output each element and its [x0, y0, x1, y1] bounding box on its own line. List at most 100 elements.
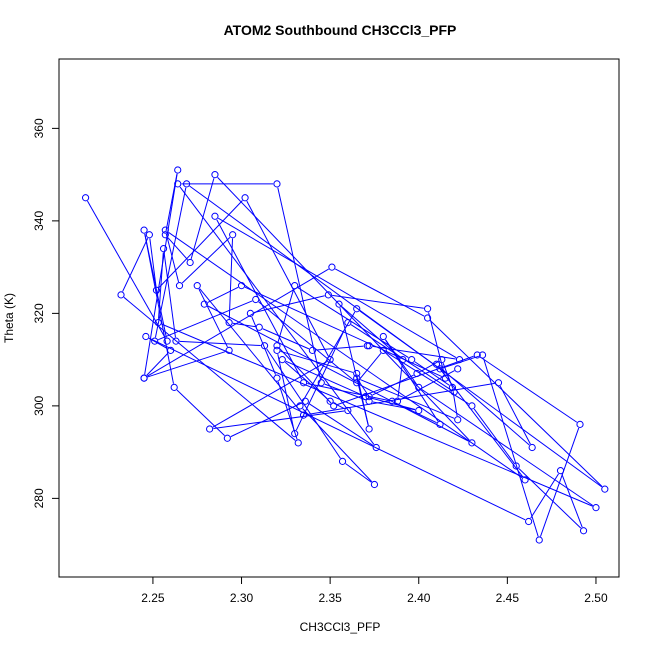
- series-line-segment: [414, 361, 450, 386]
- series-line-segment: [369, 397, 416, 411]
- series-line-segment: [154, 187, 187, 338]
- data-point: [424, 305, 432, 313]
- series-line-segment: [165, 233, 180, 283]
- data-point: [237, 282, 246, 290]
- data-point: [408, 356, 416, 364]
- series-line-segment: [360, 379, 455, 419]
- data-point: [473, 351, 481, 359]
- series-line-segment: [428, 312, 445, 375]
- series-line-segment: [297, 287, 409, 359]
- series-line-segment: [146, 352, 169, 376]
- data-point: [299, 379, 308, 387]
- data-point: [296, 402, 304, 410]
- data-point: [468, 402, 476, 410]
- series-line-segment: [438, 366, 524, 478]
- series-line-segment: [372, 374, 414, 396]
- x-tick-label: 2.35: [318, 591, 342, 605]
- series-line-segment: [258, 301, 355, 381]
- data-point: [225, 319, 233, 327]
- data-point: [241, 194, 249, 202]
- data-point: [379, 332, 387, 341]
- data-point: [273, 180, 281, 188]
- series-line-segment: [161, 323, 593, 507]
- series-line-segment: [213, 410, 345, 429]
- data-point: [370, 480, 379, 489]
- data-point: [174, 166, 182, 174]
- x-axis-label: CH3CCl3_PFP: [300, 620, 381, 634]
- data-point: [299, 411, 308, 419]
- data-point: [152, 286, 161, 294]
- data-point: [353, 305, 361, 313]
- data-point: [468, 439, 476, 447]
- data-point: [81, 194, 90, 202]
- series-line-segment: [149, 238, 157, 287]
- series-line-segment: [246, 200, 329, 357]
- data-point: [365, 342, 373, 350]
- data-point: [512, 462, 520, 470]
- y-tick-label: 320: [32, 303, 46, 323]
- series-line-segment: [158, 252, 164, 319]
- series-line-segment: [207, 305, 469, 442]
- data-point: [326, 397, 334, 405]
- data-point: [167, 346, 175, 354]
- series-line-segment: [163, 252, 176, 338]
- data-point: [448, 383, 457, 391]
- series-line-segment: [277, 353, 295, 431]
- series-line-segment: [561, 473, 583, 528]
- series-line-segment: [149, 337, 526, 521]
- data-point: [338, 457, 347, 465]
- data-point: [273, 346, 281, 354]
- series-line-segment: [199, 288, 302, 413]
- series-line-segment: [228, 238, 234, 319]
- x-tick-label: 2.30: [230, 591, 254, 605]
- data-point: [142, 332, 150, 341]
- data-point: [454, 365, 462, 373]
- data-point: [246, 309, 254, 317]
- series-line-segment: [277, 187, 321, 380]
- data-point: [579, 527, 588, 535]
- series-line-segment: [123, 296, 296, 441]
- series-line-segment: [217, 217, 457, 359]
- data-point: [273, 374, 281, 382]
- data-point: [344, 406, 352, 415]
- data-point: [413, 369, 421, 378]
- data-point: [211, 171, 219, 179]
- series-line-segment: [540, 427, 580, 537]
- series-line-segment: [359, 310, 438, 368]
- series-line-segment: [179, 186, 375, 445]
- data-point: [379, 346, 387, 354]
- data-point: [182, 180, 191, 188]
- data-point: [326, 356, 334, 364]
- series-line-segment: [158, 300, 253, 341]
- data-point: [494, 379, 503, 387]
- data-point: [301, 397, 309, 405]
- series-line-segment: [339, 307, 369, 426]
- data-point: [592, 504, 600, 512]
- data-point: [535, 536, 543, 544]
- data-point: [365, 393, 373, 401]
- series-line-segment: [285, 360, 363, 396]
- data-point: [399, 356, 407, 364]
- data-point: [415, 383, 423, 391]
- data-point: [200, 300, 208, 308]
- data-point: [140, 226, 148, 234]
- data-point: [436, 420, 444, 428]
- data-point: [330, 402, 338, 410]
- series-line-segment: [179, 340, 261, 347]
- y-axis-label: Theta (K): [2, 293, 16, 343]
- data-point: [432, 360, 441, 368]
- series-line-segment: [421, 389, 594, 506]
- data-point: [455, 356, 464, 364]
- data-point: [163, 337, 171, 345]
- data-point: [161, 231, 169, 239]
- data-point: [324, 291, 332, 299]
- plot-frame: [58, 58, 620, 578]
- data-point: [601, 485, 609, 493]
- series-line-segment: [232, 322, 256, 328]
- series-line-segment: [147, 351, 226, 378]
- series-line-segment: [358, 352, 382, 381]
- series-line-segment: [397, 363, 403, 398]
- series-line-segment: [308, 402, 374, 446]
- series-line-segment: [168, 231, 523, 479]
- series-line-segment: [337, 355, 474, 406]
